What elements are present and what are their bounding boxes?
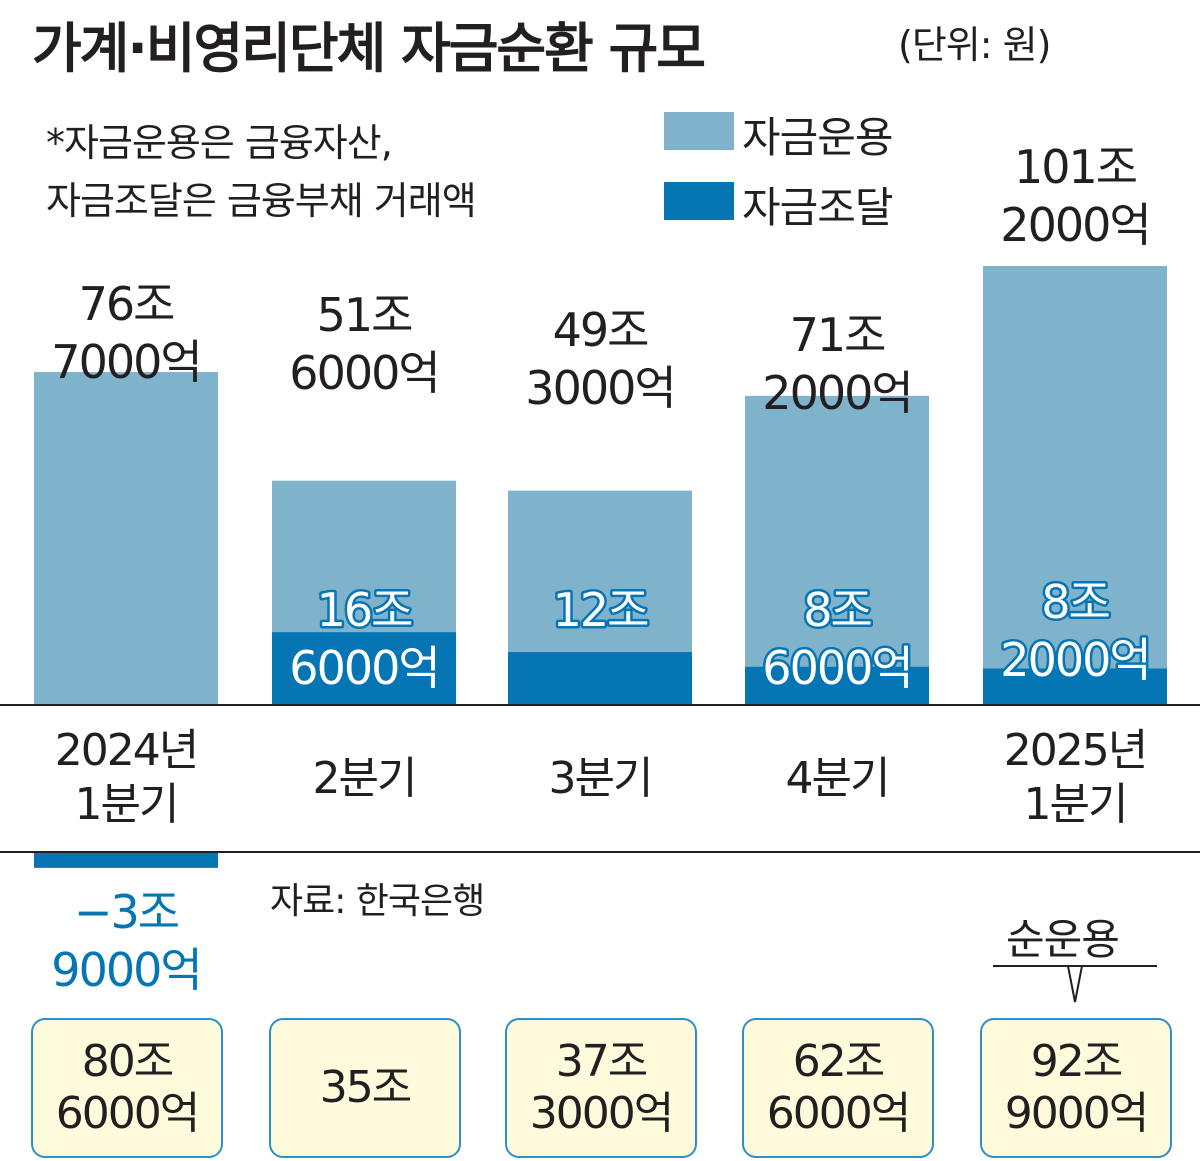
net-title: 순운용 [1006, 915, 1120, 964]
legend-swatch-allocation [664, 112, 734, 150]
legend-label-financing: 자금조달 [742, 183, 894, 232]
category-label: 2분기 [312, 753, 418, 804]
note-line-2: 자금조달은 금융부채 거래액 [46, 179, 477, 223]
bar-allocation [34, 372, 218, 704]
bar-financing [272, 632, 456, 704]
label-allocation: 51조 6000억 [289, 288, 438, 400]
axis-line-top [0, 704, 1200, 706]
bar-financing [34, 851, 218, 868]
unit-label: (단위: 원) [898, 23, 1051, 67]
bar-financing [508, 652, 692, 704]
net-value-box: 37조 3000억 [505, 1018, 697, 1158]
axis-line-bottom [0, 851, 1200, 853]
label-allocation: 101조 2000억 [1000, 140, 1149, 252]
label-financing: 12조 [553, 583, 649, 637]
category-label: 3분기 [548, 753, 654, 804]
label-financing: 16조 6000억 [289, 583, 438, 695]
bar-chart-area: 76조 7000억 51조 6000억 49조 3000억 71조 2000억 101조 2000… [34, 140, 1167, 997]
bar-allocation [983, 266, 1167, 704]
chart-title: 가계·비영리단체 자금순환 규모 [32, 17, 706, 80]
net-value-box: 62조 6000억 [742, 1018, 934, 1158]
source-note: 자료: 한국은행 [270, 881, 485, 922]
net-value-box: 92조 9000억 [980, 1018, 1172, 1158]
label-financing: 8조 6000억 [762, 583, 911, 695]
net-value-box: 35조 [269, 1018, 461, 1158]
label-financing: 8조 2000억 [1000, 575, 1149, 687]
note-line-1: *자금운용은 금융자산, [46, 121, 393, 165]
category-label: 2024년 1분기 [54, 725, 199, 830]
bar-financing [745, 666, 929, 704]
label-allocation: 71조 2000억 [762, 308, 911, 420]
bar-financing [983, 668, 1167, 704]
label-allocation: 49조 3000억 [525, 303, 674, 415]
category-label: 4분기 [785, 753, 891, 804]
net-value-box: 80조 6000억 [31, 1018, 223, 1158]
category-label: 2025년 1분기 [1003, 725, 1148, 830]
net-bracket [993, 965, 1157, 1003]
label-financing: −3조 9000억 [51, 885, 200, 997]
legend-swatch-financing [664, 182, 734, 220]
legend-label-allocation: 자금운용 [742, 113, 894, 162]
label-allocation: 76조 7000억 [51, 277, 200, 389]
bar-allocation [745, 395, 929, 704]
